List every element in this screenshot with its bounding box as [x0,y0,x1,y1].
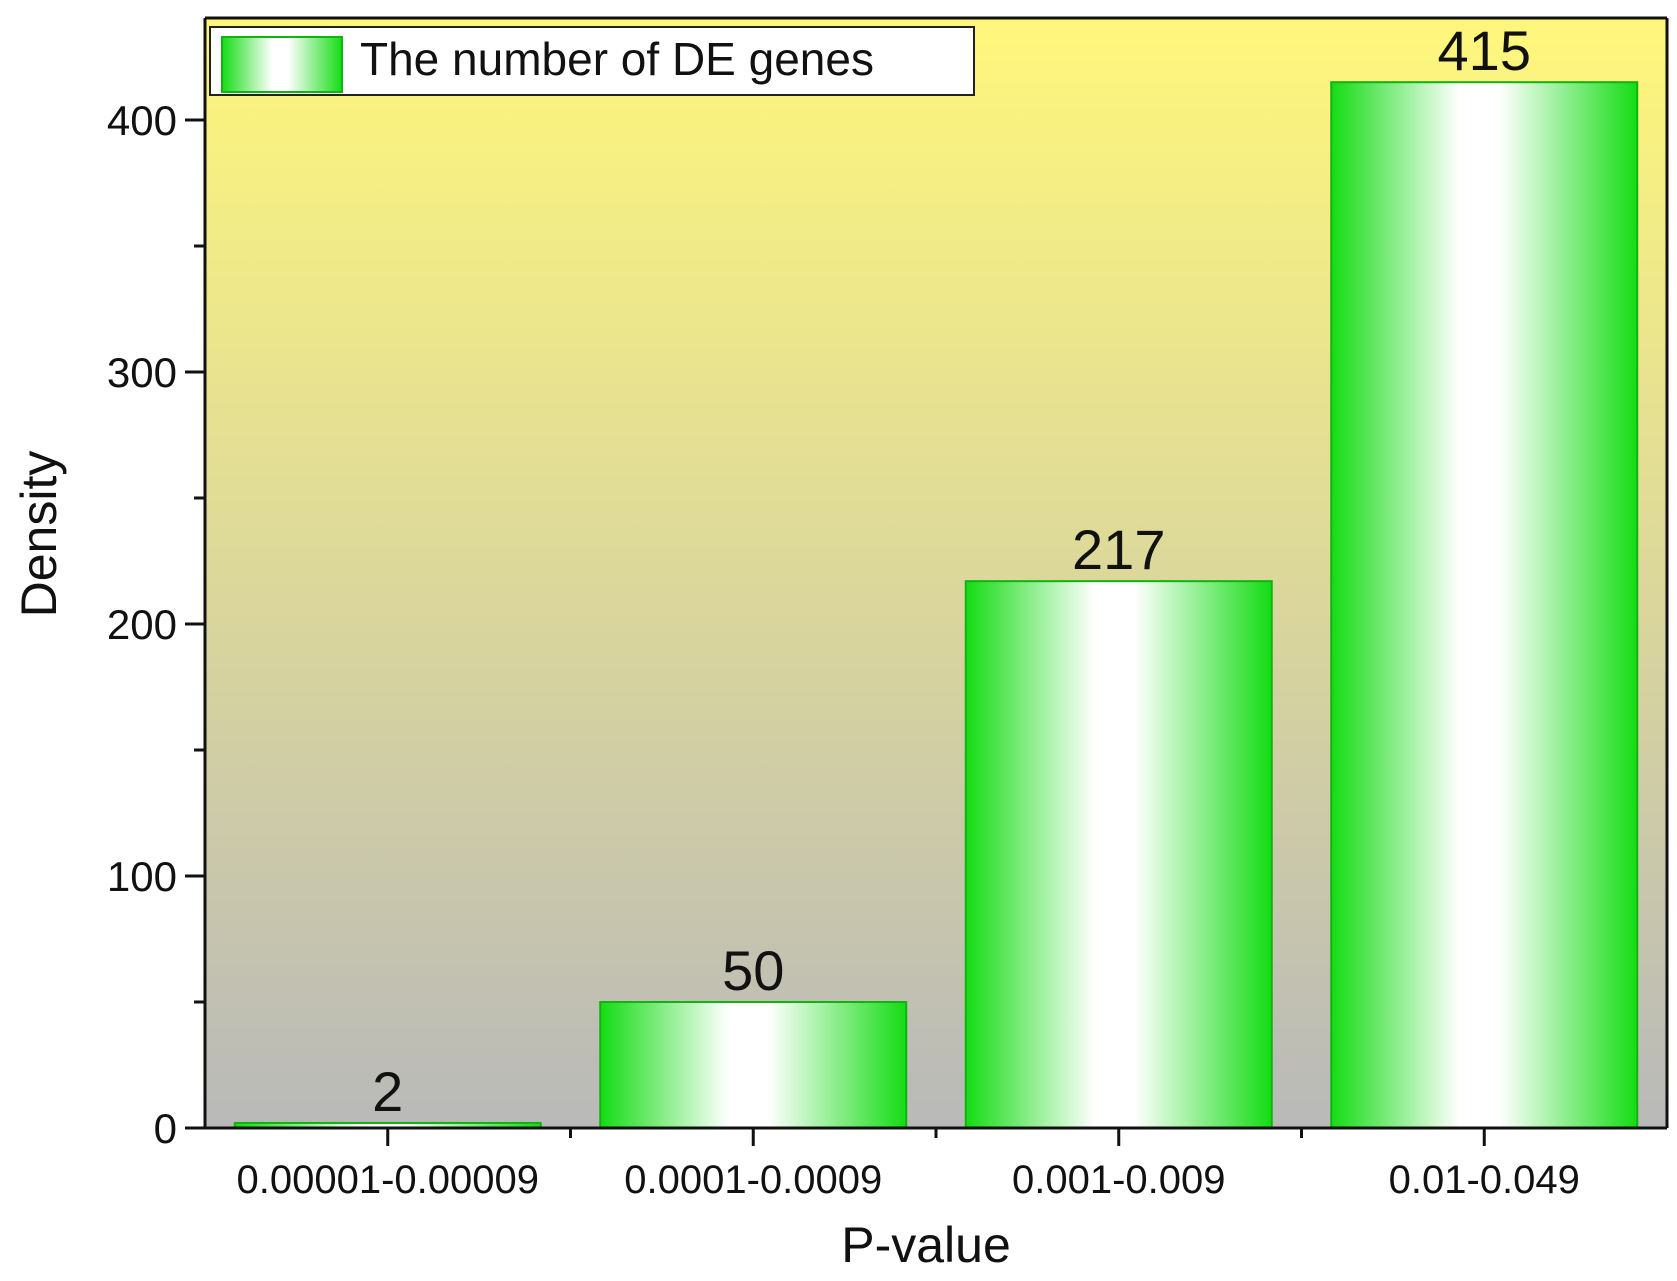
y-axis-title: Density [11,451,67,618]
data-label-2: 50 [722,939,784,1002]
bar-2 [599,1001,908,1129]
bar-3 [964,580,1273,1129]
legend: The number of DE genes [209,26,975,96]
y-tick-label-3: 200 [107,601,177,648]
legend-swatch [221,36,343,93]
x-tick-label-1: 0.00001-0.00009 [237,1158,540,1202]
bars-layer [233,81,1639,1130]
x-tick-label-4: 0.01-0.049 [1389,1158,1580,1202]
data-label-1: 2 [372,1060,403,1123]
y-tick-label-4: 300 [107,349,177,396]
data-label-3: 217 [1072,518,1165,581]
data-label-4: 415 [1438,19,1531,82]
x-tick-label-3: 0.001-0.009 [1012,1158,1226,1202]
x-axis-ticks: 0.00001-0.00009 0.0001-0.0009 0.001-0.009 0… [237,1128,1580,1202]
data-labels-layer: 2 50 217 415 [372,19,1531,1123]
bar-4 [1330,81,1639,1130]
y-tick-label-5: 400 [107,97,177,144]
y-axis-ticks: 0 100 200 300 400 [107,97,205,1152]
legend-label: The number of DE genes [360,33,874,85]
y-tick-label-1: 0 [154,1105,177,1152]
x-axis-title: P-value [841,1217,1011,1273]
x-tick-label-2: 0.0001-0.0009 [624,1158,882,1202]
y-tick-label-2: 100 [107,853,177,900]
